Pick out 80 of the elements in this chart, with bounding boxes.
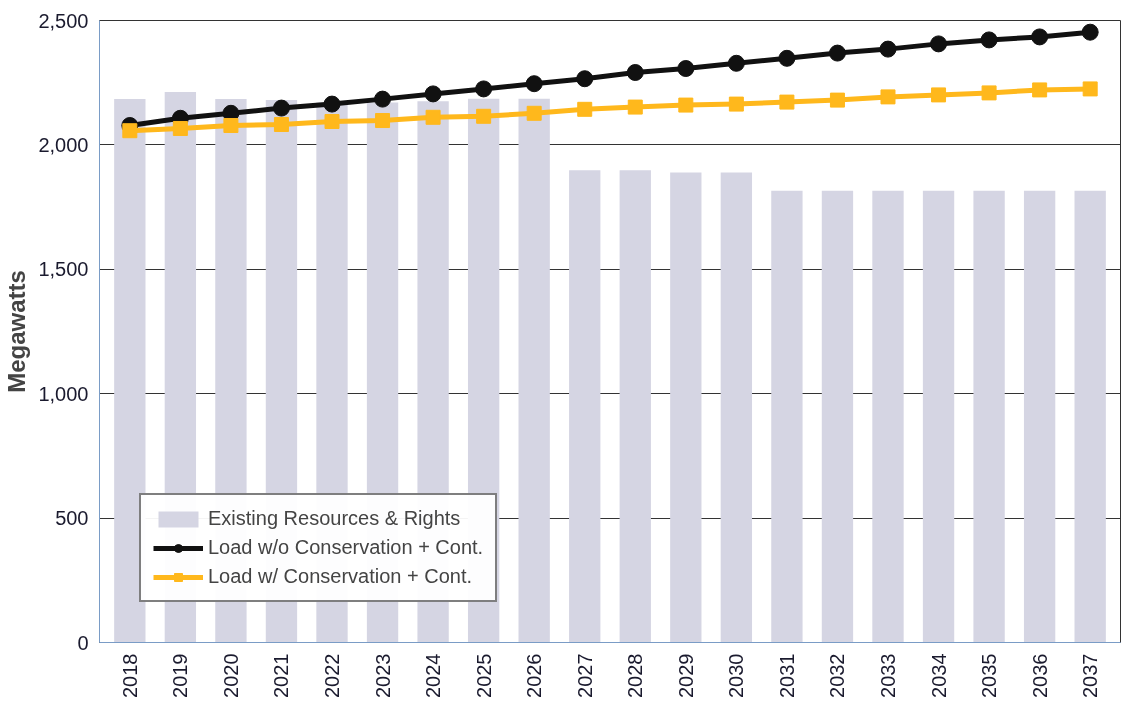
x-tick-label: 2022	[321, 653, 343, 698]
x-tick-label: 2021	[270, 653, 293, 698]
point	[728, 96, 744, 112]
x-tick-label: 2025	[472, 653, 495, 698]
point	[1031, 28, 1049, 46]
bar	[1023, 190, 1056, 643]
bar	[1074, 190, 1106, 643]
y-tick-label: 0	[77, 631, 89, 654]
point	[981, 85, 997, 101]
y-tick-label: 2,000	[38, 133, 89, 156]
x-tick-label: 2027	[573, 653, 596, 698]
point	[980, 31, 998, 49]
point	[1082, 81, 1098, 97]
point	[828, 44, 846, 62]
point	[272, 99, 290, 117]
point	[778, 49, 796, 67]
bar	[720, 172, 753, 643]
point	[931, 87, 947, 103]
point	[374, 90, 392, 108]
point	[677, 60, 695, 77]
x-tick-label: 2034	[927, 653, 950, 698]
point	[223, 117, 239, 133]
point	[424, 85, 442, 103]
point	[1081, 23, 1099, 41]
bar	[821, 190, 854, 643]
bar	[922, 190, 955, 643]
x-tick-label: 2037	[1079, 653, 1102, 698]
point	[425, 109, 441, 125]
point	[525, 75, 543, 93]
point	[476, 108, 492, 124]
point	[678, 97, 694, 113]
y-tick-label: 2,500	[38, 9, 89, 32]
bar	[670, 172, 702, 643]
point	[627, 99, 643, 115]
y-tick-label: 1,500	[38, 258, 89, 281]
point	[577, 101, 593, 117]
x-tick-label: 2030	[725, 653, 748, 698]
x-tick-label: 2033	[877, 653, 899, 698]
point	[626, 64, 644, 81]
point	[576, 70, 594, 88]
y-tick-label: 500	[55, 507, 89, 530]
x-tick-label: 2032	[826, 653, 849, 698]
bar	[973, 190, 1005, 643]
point	[475, 80, 493, 98]
point	[880, 89, 896, 105]
bar	[771, 190, 803, 643]
bar	[569, 170, 601, 643]
x-tick-label: 2020	[219, 653, 242, 698]
x-tick-label: 2031	[775, 653, 798, 698]
x-tick-label: 2026	[523, 653, 546, 698]
bar	[114, 99, 146, 643]
point	[829, 92, 845, 108]
y-tick-label: 1,000	[38, 382, 89, 405]
point	[779, 94, 795, 110]
point	[323, 95, 341, 113]
x-tick-label: 2036	[1028, 653, 1051, 698]
point	[172, 120, 188, 136]
x-tick-label: 2023	[371, 653, 394, 698]
point	[122, 123, 138, 139]
bar	[518, 98, 550, 643]
x-tick-label: 2035	[978, 653, 1001, 698]
x-tick-label: 2024	[422, 653, 445, 698]
bar	[872, 190, 904, 643]
point	[1032, 82, 1048, 98]
point	[879, 40, 897, 58]
x-tick-label: 2019	[169, 653, 192, 698]
point	[526, 105, 542, 121]
point	[273, 117, 289, 132]
legend-label: Load w/o Conservation + Cont.	[208, 536, 484, 559]
x-tick-label: 2018	[118, 653, 141, 698]
point	[324, 114, 340, 130]
point	[930, 35, 948, 53]
legend-label: Existing Resources & Rights	[208, 507, 461, 530]
bar	[619, 170, 651, 643]
y-axis-title: Megawatts	[3, 270, 31, 393]
x-tick-label: 2029	[674, 653, 697, 698]
point	[727, 54, 745, 72]
x-tick-label: 2028	[624, 653, 647, 698]
legend-label: Load w/ Conservation + Cont.	[208, 565, 473, 588]
point	[375, 113, 391, 129]
